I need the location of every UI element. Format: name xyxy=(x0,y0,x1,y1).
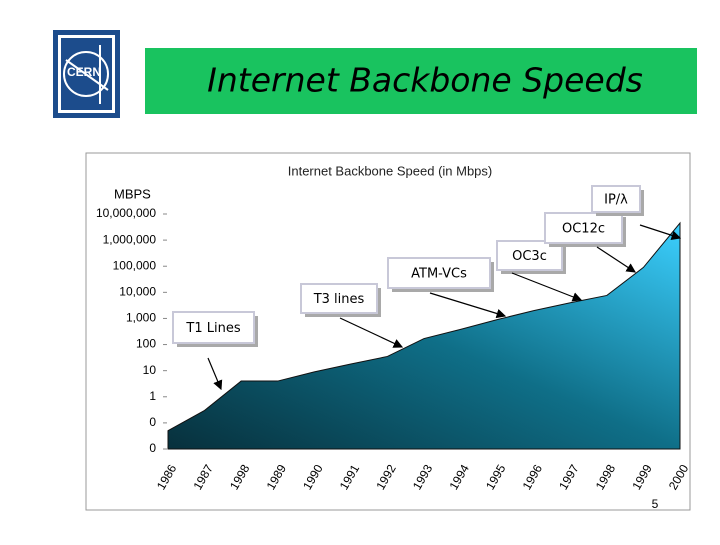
area xyxy=(167,221,681,450)
annotation-arrow xyxy=(596,246,637,273)
y-tick-label: 1 xyxy=(149,389,156,403)
annotation-arrow xyxy=(639,224,682,240)
annotation-box xyxy=(300,283,378,314)
y-tick-label: 100,000 xyxy=(113,258,157,272)
plot: 0 0 1 10 100 1,000 10,000 100,000 1,000,000 10,00… xyxy=(96,185,692,492)
y-tick-label: 1,000,000 xyxy=(103,232,157,246)
cern-logo: CERN xyxy=(53,30,120,118)
annotation-box xyxy=(387,257,491,289)
y-tick-label: 10 xyxy=(143,363,157,377)
annotation-arrow xyxy=(339,317,404,348)
page-number: 5 xyxy=(652,497,659,511)
logo-text: CERN xyxy=(67,65,101,79)
y-tick-label: 0 xyxy=(149,441,156,455)
annotation: OC12c xyxy=(562,222,605,237)
annotation: T3 lines xyxy=(313,292,365,307)
slide-title: Internet Backbone Speeds xyxy=(207,61,643,100)
annotation-box xyxy=(544,212,623,244)
annotation: IP/λ xyxy=(604,193,628,208)
y-axis-label: MBPS xyxy=(114,186,151,201)
annotation: OC3c xyxy=(512,249,547,264)
annotation-box xyxy=(172,311,255,344)
chart-title: Internet Backbone Speed (in Mbps) xyxy=(288,163,493,178)
title-banner xyxy=(145,48,697,114)
y-tick-label: 10,000,000 xyxy=(96,206,156,220)
y-tick-label: 10,000 xyxy=(119,285,156,299)
y-tick-label: 1,000 xyxy=(126,311,156,325)
y-tick-label: 0 xyxy=(149,415,156,429)
annotation-arrow xyxy=(511,272,583,302)
annotation: T1 Lines xyxy=(185,321,240,336)
annotation-arrow xyxy=(429,292,507,319)
y-tick-label: 100 xyxy=(136,337,156,351)
annotation-box xyxy=(591,185,641,213)
annotation: ATM-VCs xyxy=(411,267,467,282)
annotation-arrow xyxy=(207,357,223,391)
